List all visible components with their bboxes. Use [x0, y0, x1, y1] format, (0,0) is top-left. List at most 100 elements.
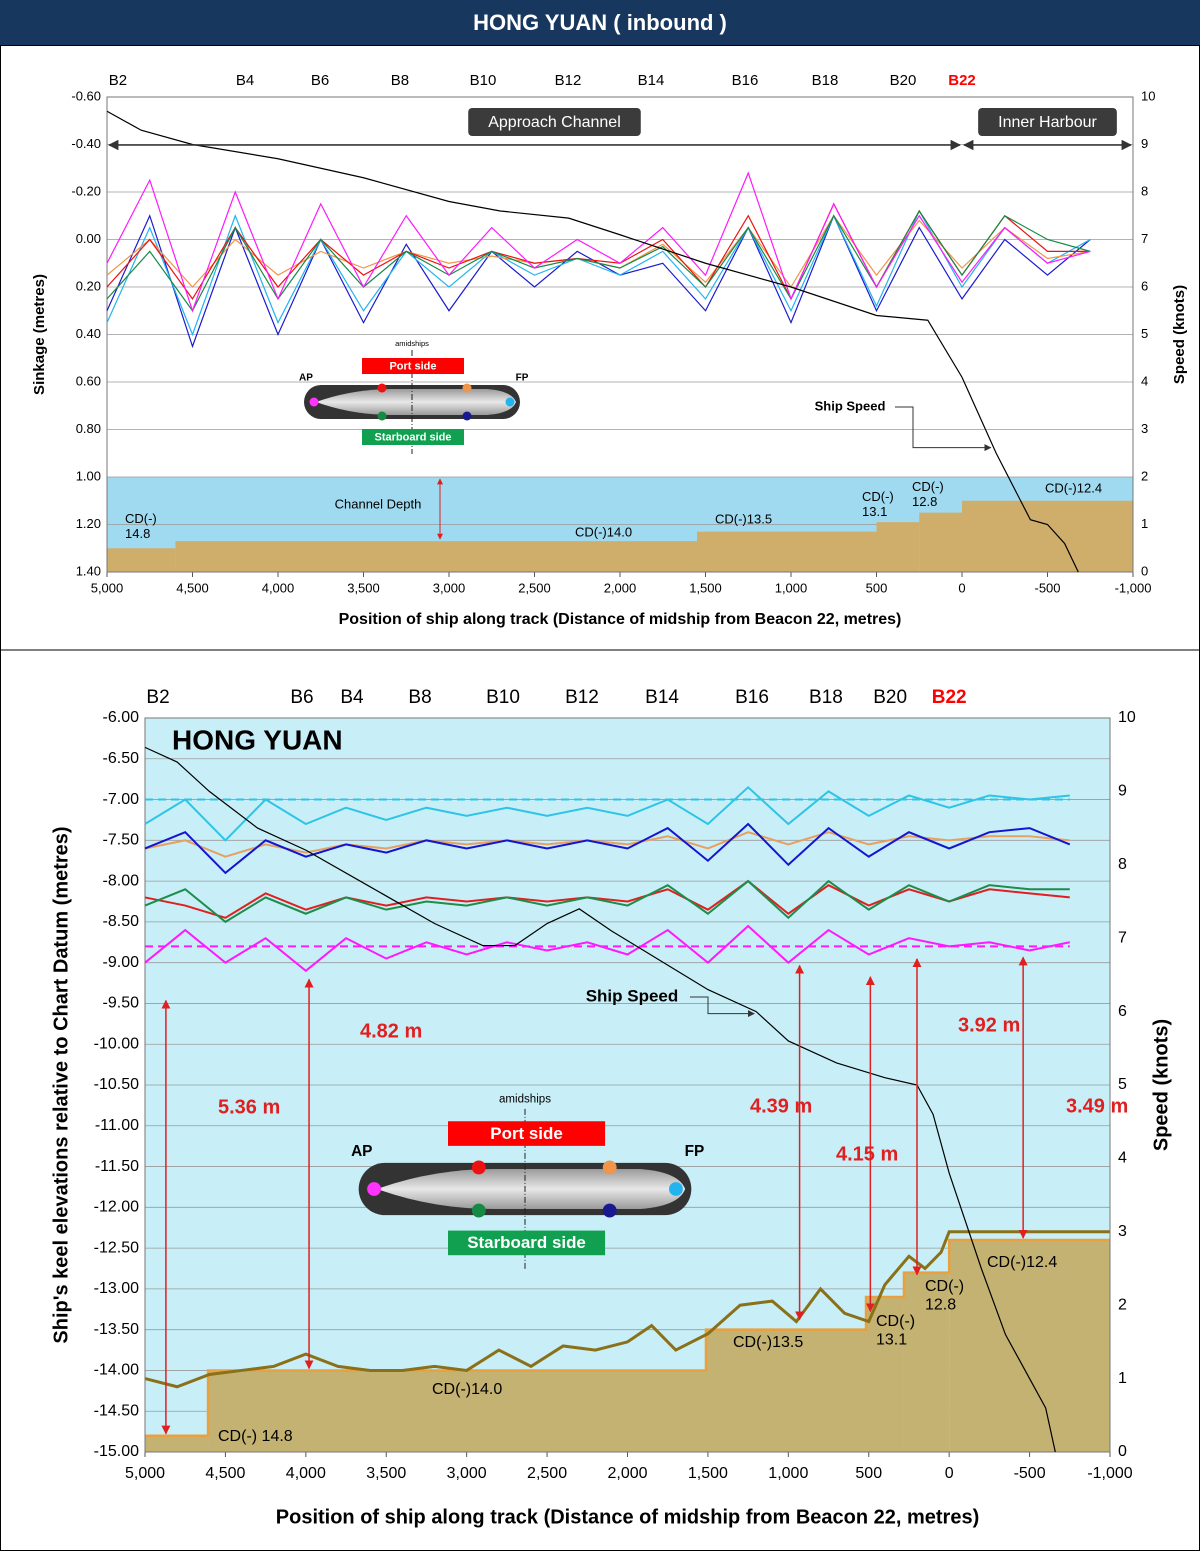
beacon-label: B14 — [638, 72, 665, 89]
y-tick-label: 1.00 — [76, 468, 101, 483]
y-tick-label: -10.50 — [94, 1076, 139, 1093]
x-axis-label: Position of ship along track (Distance o… — [276, 1506, 979, 1528]
aft-label: AP — [351, 1143, 372, 1160]
seabed-step — [705, 1329, 867, 1452]
beacon-label: B4 — [340, 687, 364, 708]
channel-depth-label: Channel Depth — [335, 496, 422, 511]
x-axis-label: Position of ship along track (Distance o… — [339, 611, 902, 628]
y-tick-label: -9.00 — [103, 954, 140, 971]
y-tick-label: -13.00 — [94, 1280, 139, 1297]
beacon-label: B10 — [470, 72, 497, 89]
x-tick-label: 4,500 — [205, 1465, 245, 1482]
seabed-label: CD(-) 14.8 — [125, 511, 157, 541]
y2-tick-label: 3 — [1141, 421, 1148, 436]
beacon-label: B8 — [408, 687, 431, 708]
y2-tick-label: 10 — [1118, 709, 1136, 726]
plot-border — [106, 96, 1134, 573]
region-box — [468, 108, 641, 136]
sinkage-line — [144, 831, 1070, 858]
y-tick-label: -9.50 — [103, 995, 140, 1012]
seabed-step — [175, 541, 697, 572]
x-tick-label: -1,000 — [1115, 580, 1152, 595]
y-tick-label: -13.50 — [94, 1321, 139, 1338]
sensor-dot — [602, 1203, 617, 1218]
y-tick-label: -10.00 — [94, 1035, 139, 1052]
clearance-label: 3.49 m — [1066, 1095, 1128, 1117]
seabed-label: CD(-)12.4 — [1045, 480, 1102, 495]
sensor-dot — [471, 1160, 486, 1175]
fore-label: FP — [516, 373, 529, 384]
seabed-step — [903, 1272, 950, 1452]
beacon-label: B16 — [735, 687, 769, 708]
seabed-label: CD(-)13.5 — [715, 511, 772, 526]
seabed-label: CD(-) 12.8 — [912, 479, 944, 509]
sensor-dot — [377, 383, 387, 393]
y-tick-label: -7.50 — [103, 832, 140, 849]
y-tick-label: -11.00 — [95, 1117, 139, 1134]
sinkage-line — [144, 785, 1070, 842]
y-tick-label: -12.50 — [94, 1239, 139, 1256]
y-tick-label: 0.40 — [76, 326, 101, 341]
x-tick-label: -500 — [1034, 580, 1060, 595]
clearance-label: 4.15 m — [836, 1143, 898, 1165]
port-label: Port side — [490, 1124, 562, 1143]
seabed-label: CD(-)12.4 — [987, 1254, 1057, 1271]
y2-axis-label: Speed (knots) — [1150, 1019, 1172, 1151]
x-tick-label: -500 — [1014, 1465, 1046, 1482]
x-tick-label: 3,500 — [366, 1465, 406, 1482]
y-tick-label: -6.50 — [103, 750, 140, 767]
y-tick-label: -14.00 — [94, 1362, 139, 1379]
x-tick-label: 1,000 — [775, 580, 808, 595]
seabed-label: CD(-) 14.8 — [218, 1428, 293, 1445]
beacon-label: B18 — [809, 687, 843, 708]
port-box — [362, 358, 464, 374]
seabed-step — [696, 531, 877, 572]
sinkage-line — [144, 924, 1070, 973]
seabed-label: CD(-)14.0 — [432, 1381, 502, 1398]
x-tick-label: 3,000 — [433, 580, 466, 595]
x-tick-label: -1,000 — [1087, 1465, 1132, 1482]
region-label: Approach Channel — [488, 114, 621, 131]
x-tick-label: 4,000 — [262, 580, 295, 595]
y2-tick-label: 3 — [1118, 1223, 1127, 1240]
ship-diagram: Port side Starboard side amidships AP FP — [299, 339, 529, 454]
plot-border — [144, 717, 1111, 1453]
seabed-label: CD(-) 13.1 — [876, 1313, 915, 1348]
x-tick-label: 500 — [866, 580, 888, 595]
beacon-label: B2 — [146, 687, 169, 708]
x-tick-label: 3,000 — [447, 1465, 487, 1482]
y2-tick-label: 9 — [1141, 136, 1148, 151]
beacon-label: B8 — [391, 72, 409, 89]
seabed-step — [962, 500, 1133, 572]
beacon-label: B2 — [109, 72, 127, 89]
clearance-label: 4.82 m — [360, 1020, 422, 1042]
starboard-box — [362, 429, 464, 445]
sensor-dot — [309, 397, 319, 407]
y-tick-label: -11.50 — [95, 1158, 139, 1175]
beacon-label: B12 — [555, 72, 582, 89]
beacon-label: B20 — [873, 687, 907, 708]
starboard-label: Starboard side — [374, 431, 451, 443]
seabed-label: CD(-) 12.8 — [925, 1278, 964, 1313]
y2-tick-label: 9 — [1118, 783, 1127, 800]
sinkage-line — [106, 209, 1091, 312]
speed-label: Ship Speed — [815, 398, 886, 413]
y2-tick-label: 0 — [1141, 563, 1148, 578]
beacon-label: B10 — [486, 687, 520, 708]
seabed-label: CD(-)13.5 — [733, 1334, 803, 1351]
hull-deck — [316, 389, 516, 415]
seabed-step — [107, 548, 176, 572]
x-tick-label: 0 — [958, 580, 965, 595]
x-tick-label: 0 — [945, 1465, 954, 1482]
aft-label: AP — [299, 373, 313, 384]
beacon-label: B6 — [290, 687, 313, 708]
y2-axis-label: Speed (knots) — [1171, 285, 1188, 384]
beacon-label: B4 — [236, 72, 254, 89]
y-tick-label: 1.20 — [76, 516, 101, 531]
x-tick-label: 2,500 — [518, 580, 551, 595]
speed-label: Ship Speed — [586, 986, 679, 1005]
seabed-label: CD(-) 13.1 — [862, 489, 894, 519]
y2-tick-label: 5 — [1118, 1076, 1127, 1093]
seabed-step — [145, 1435, 209, 1452]
